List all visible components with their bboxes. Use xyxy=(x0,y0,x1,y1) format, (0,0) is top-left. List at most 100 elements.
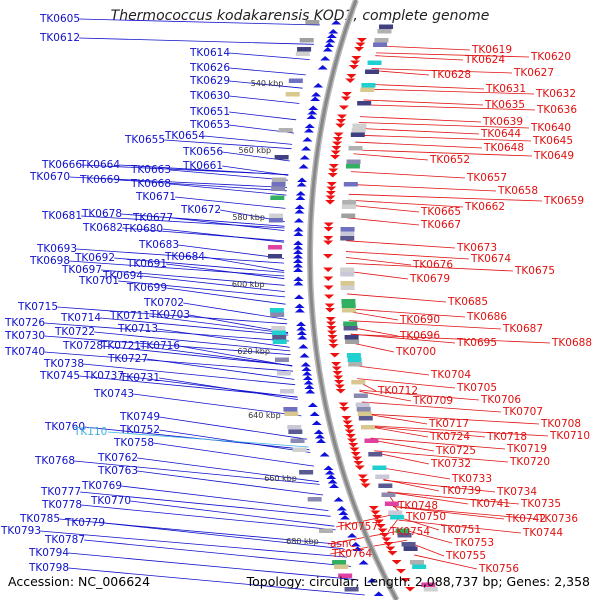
gene-label-left: TK0722 xyxy=(54,326,95,338)
feature-block xyxy=(271,326,286,331)
gene-label-right: TK0750 xyxy=(405,511,446,523)
forward-gene-arrow xyxy=(345,78,356,83)
gene-label-left: TK0630 xyxy=(189,90,230,102)
forward-gene-arrow xyxy=(359,479,370,484)
leader-line xyxy=(147,358,295,380)
gene-label-right: TK0644 xyxy=(480,128,521,140)
gene-label-right: TK0725 xyxy=(435,445,476,457)
gene-label-left: TK0668 xyxy=(130,178,171,190)
forward-gene-arrow xyxy=(325,191,336,196)
reverse-gene-arrow xyxy=(329,483,340,488)
leader-line xyxy=(349,320,502,330)
feature-block xyxy=(351,380,366,385)
leader-line xyxy=(104,522,344,550)
leader-line xyxy=(374,450,509,463)
gene-label-left: TK0726 xyxy=(4,317,45,329)
reverse-gene-arrow xyxy=(326,33,337,38)
leader-line xyxy=(68,567,365,596)
feature-block xyxy=(403,546,418,551)
gene-label-left: TK0680 xyxy=(122,223,163,235)
gene-label-right: TK0736 xyxy=(537,513,578,525)
feature-block xyxy=(297,47,312,52)
feature-block xyxy=(360,87,375,92)
forward-gene-arrow xyxy=(341,92,352,97)
reverse-gene-arrow xyxy=(293,227,304,232)
gene-label-right: TK0679 xyxy=(409,273,450,285)
leader-line xyxy=(140,345,293,367)
forward-gene-arrow xyxy=(331,366,342,371)
reverse-gene-arrow xyxy=(308,105,319,110)
reverse-gene-arrow xyxy=(296,330,307,335)
reverse-gene-arrow xyxy=(293,240,304,245)
forward-gene-arrow xyxy=(383,542,394,547)
feature-block xyxy=(340,272,355,277)
reverse-gene-arrow xyxy=(304,384,315,389)
gene-label-left: TK0749 xyxy=(119,411,160,423)
forward-gene-arrow xyxy=(327,330,338,335)
feature-block xyxy=(290,438,305,443)
reverse-gene-arrow xyxy=(302,137,313,142)
forward-gene-arrow xyxy=(323,276,334,281)
gene-label-right: TK0628 xyxy=(430,69,471,81)
gene-label-left: TK0678 xyxy=(81,208,122,220)
leader-line xyxy=(348,308,466,318)
accession-label: Accession: NC_006624 xyxy=(8,574,151,589)
leader-line xyxy=(81,504,336,531)
leader-line xyxy=(40,530,348,558)
leader-line xyxy=(172,217,285,231)
gene-label-left: TK0731 xyxy=(119,372,160,384)
leader-line xyxy=(153,442,315,467)
leader-line xyxy=(351,171,466,179)
feature-block xyxy=(378,483,393,488)
leader-line xyxy=(364,413,540,425)
leader-line xyxy=(68,552,358,581)
reverse-gene-arrow xyxy=(340,515,351,520)
scale-label: 560 kbp xyxy=(239,146,272,155)
gene-label-right: TK0659 xyxy=(543,195,584,207)
feature-block xyxy=(364,438,379,443)
gene-label-left: TK0666 xyxy=(41,159,82,171)
forward-gene-arrow xyxy=(331,146,342,151)
feature-block xyxy=(346,159,361,164)
feature-block xyxy=(351,128,366,133)
gene-label-left: TK0762 xyxy=(97,452,138,464)
forward-gene-arrow xyxy=(350,60,361,65)
feature-block xyxy=(401,542,416,547)
leader-line xyxy=(393,506,505,520)
feature-block xyxy=(332,560,347,565)
gene-label-left: TK0612 xyxy=(39,32,80,44)
leader-line xyxy=(375,55,464,61)
feature-block xyxy=(340,227,355,232)
forward-gene-arrow xyxy=(353,461,364,466)
feature-block xyxy=(345,164,360,169)
gene-label-left: TK0760 xyxy=(44,421,85,433)
backbone-inner xyxy=(308,0,399,600)
leader-line xyxy=(367,83,485,90)
reverse-gene-arrow xyxy=(324,470,335,475)
leader-line xyxy=(393,506,537,520)
reverse-gene-arrow xyxy=(293,263,304,268)
scale-label: 640 kbp xyxy=(248,411,281,420)
reverse-gene-arrow xyxy=(311,92,322,97)
reverse-gene-arrow xyxy=(296,326,307,331)
leader-line xyxy=(229,80,303,89)
feature-block xyxy=(409,560,424,565)
feature-block xyxy=(355,402,370,407)
feature-block xyxy=(274,357,289,362)
gene-label-right: TK0709 xyxy=(412,395,453,407)
feature-block xyxy=(361,83,376,88)
feature-block xyxy=(360,425,375,430)
forward-gene-arrow xyxy=(323,227,334,232)
reverse-gene-arrow xyxy=(313,83,324,88)
forward-gene-arrow xyxy=(381,537,392,542)
feature-block xyxy=(272,335,287,340)
reverse-gene-arrow xyxy=(320,56,331,61)
leader-line xyxy=(348,199,464,208)
reverse-gene-arrow xyxy=(323,465,334,470)
feature-block xyxy=(368,452,383,457)
reverse-gene-arrow xyxy=(352,546,363,551)
reverse-gene-arrow xyxy=(293,245,304,250)
feature-block xyxy=(365,69,380,74)
forward-gene-arrow xyxy=(351,56,362,61)
